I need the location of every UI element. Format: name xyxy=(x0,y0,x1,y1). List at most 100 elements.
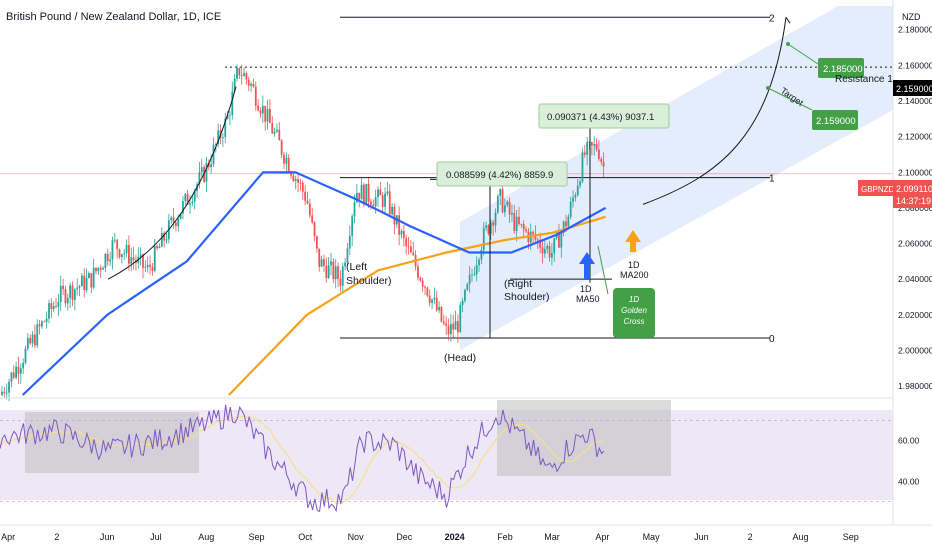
measure1-box xyxy=(436,161,568,187)
candle-body xyxy=(271,122,274,134)
candle-body xyxy=(15,366,17,378)
candle-body xyxy=(250,83,252,86)
last-price-badge: 2.099110 14:37:19 xyxy=(893,180,932,208)
candle-body xyxy=(264,105,267,122)
candle-body xyxy=(473,274,476,276)
candle-body xyxy=(341,266,344,286)
candle-body xyxy=(41,321,43,327)
left-shoulder-label-1: (Left xyxy=(346,261,367,273)
candle-body xyxy=(417,266,419,278)
candle-body xyxy=(26,337,29,349)
candle-body xyxy=(62,285,64,290)
candle-body xyxy=(344,262,346,267)
price-tick-label: 2.160000 xyxy=(898,60,932,70)
candle-body xyxy=(412,252,415,255)
candle-body xyxy=(247,79,250,86)
month-tick-label: Jun xyxy=(100,532,115,542)
candle-body xyxy=(276,129,278,132)
candle-body xyxy=(254,86,257,106)
price-tick-label: 2.060000 xyxy=(898,239,932,249)
candle-body xyxy=(81,275,83,287)
candle-body xyxy=(365,183,368,204)
candle-body xyxy=(10,372,13,382)
ma200-label-1: 1D xyxy=(628,260,640,270)
month-tick-label: Jul xyxy=(150,532,162,542)
candle-body xyxy=(391,206,393,215)
target-high-pointer xyxy=(787,43,819,65)
candle-body xyxy=(501,189,504,213)
month-tick-label: Sep xyxy=(843,532,859,542)
candle-body xyxy=(308,203,311,216)
svg-text:14:37:19: 14:37:19 xyxy=(896,196,931,206)
candle-body xyxy=(29,337,32,344)
candle-body xyxy=(205,163,208,182)
candle-body xyxy=(466,284,469,290)
candle-body xyxy=(475,265,478,275)
month-tick-label: Apr xyxy=(1,532,15,542)
month-tick-label: 2024 xyxy=(445,532,465,542)
candle-body xyxy=(144,267,147,269)
candle-body xyxy=(130,257,133,264)
candle-body xyxy=(492,222,495,226)
candle-body xyxy=(595,143,598,150)
candle-body xyxy=(449,323,452,335)
candle-body xyxy=(457,321,459,333)
candle-body xyxy=(3,391,6,394)
candle-body xyxy=(5,392,8,394)
golden-cross-label: Golden xyxy=(621,306,647,315)
candle-body xyxy=(402,231,405,239)
candle-body xyxy=(351,216,354,236)
candle-body xyxy=(19,368,22,374)
candle-body xyxy=(160,232,163,247)
rsi-ma-line xyxy=(0,415,605,505)
price-tick-label: 2.140000 xyxy=(898,96,932,106)
candle-body xyxy=(355,192,358,203)
right-shoulder-label-1: (Right xyxy=(504,278,532,290)
candle-body xyxy=(536,239,539,241)
candle-body xyxy=(123,253,126,255)
target-high-dot xyxy=(786,42,790,46)
candle-body xyxy=(367,183,370,202)
time-axis[interactable]: Apr 2 Jun Jul Aug Sep Oct Nov Dec 2024 Feb Mar Apr Ma… xyxy=(1,532,859,542)
candle-body xyxy=(567,216,570,227)
candle-body xyxy=(43,321,46,323)
candle-body xyxy=(278,129,281,141)
candle-body xyxy=(182,201,184,214)
svg-text:GBPNZD: GBPNZD xyxy=(861,185,895,194)
candle-body xyxy=(518,216,520,224)
candle-body xyxy=(576,185,579,196)
candle-body xyxy=(299,182,302,184)
candle-body xyxy=(506,201,509,206)
candle-body xyxy=(189,203,191,205)
candle-body xyxy=(374,197,377,207)
candle-body xyxy=(38,324,41,327)
candle-body xyxy=(480,249,483,260)
candle-body xyxy=(543,248,546,254)
measure2-box xyxy=(538,103,670,129)
candle-body xyxy=(214,143,217,146)
candle-body xyxy=(240,75,243,77)
candle-body xyxy=(175,222,177,227)
price-tick-label: 2.020000 xyxy=(898,310,932,320)
candle-body xyxy=(433,297,436,300)
candle-body xyxy=(337,266,339,279)
rsi-tick-label: 40.00 xyxy=(898,476,920,486)
month-tick-label: Mar xyxy=(544,532,560,542)
candle-body xyxy=(579,181,581,186)
candle-body xyxy=(489,222,492,234)
month-tick-label: Oct xyxy=(298,532,313,542)
candle-body xyxy=(226,115,229,119)
candle-body xyxy=(482,227,485,250)
candle-body xyxy=(405,238,408,246)
candle-body xyxy=(318,248,321,267)
price-tick-label: 1.980000 xyxy=(898,381,932,391)
target-high-label: 2.185000 xyxy=(823,64,863,75)
candle-body xyxy=(525,229,527,232)
measure2-label: 0.090371 (4.43%) 9037.1 xyxy=(547,112,654,123)
price-tick-label: 2.180000 xyxy=(898,25,932,35)
candle-body xyxy=(163,232,166,241)
head-label: (Head) xyxy=(444,352,476,364)
candle-body xyxy=(59,285,62,302)
candle-body xyxy=(598,149,600,159)
